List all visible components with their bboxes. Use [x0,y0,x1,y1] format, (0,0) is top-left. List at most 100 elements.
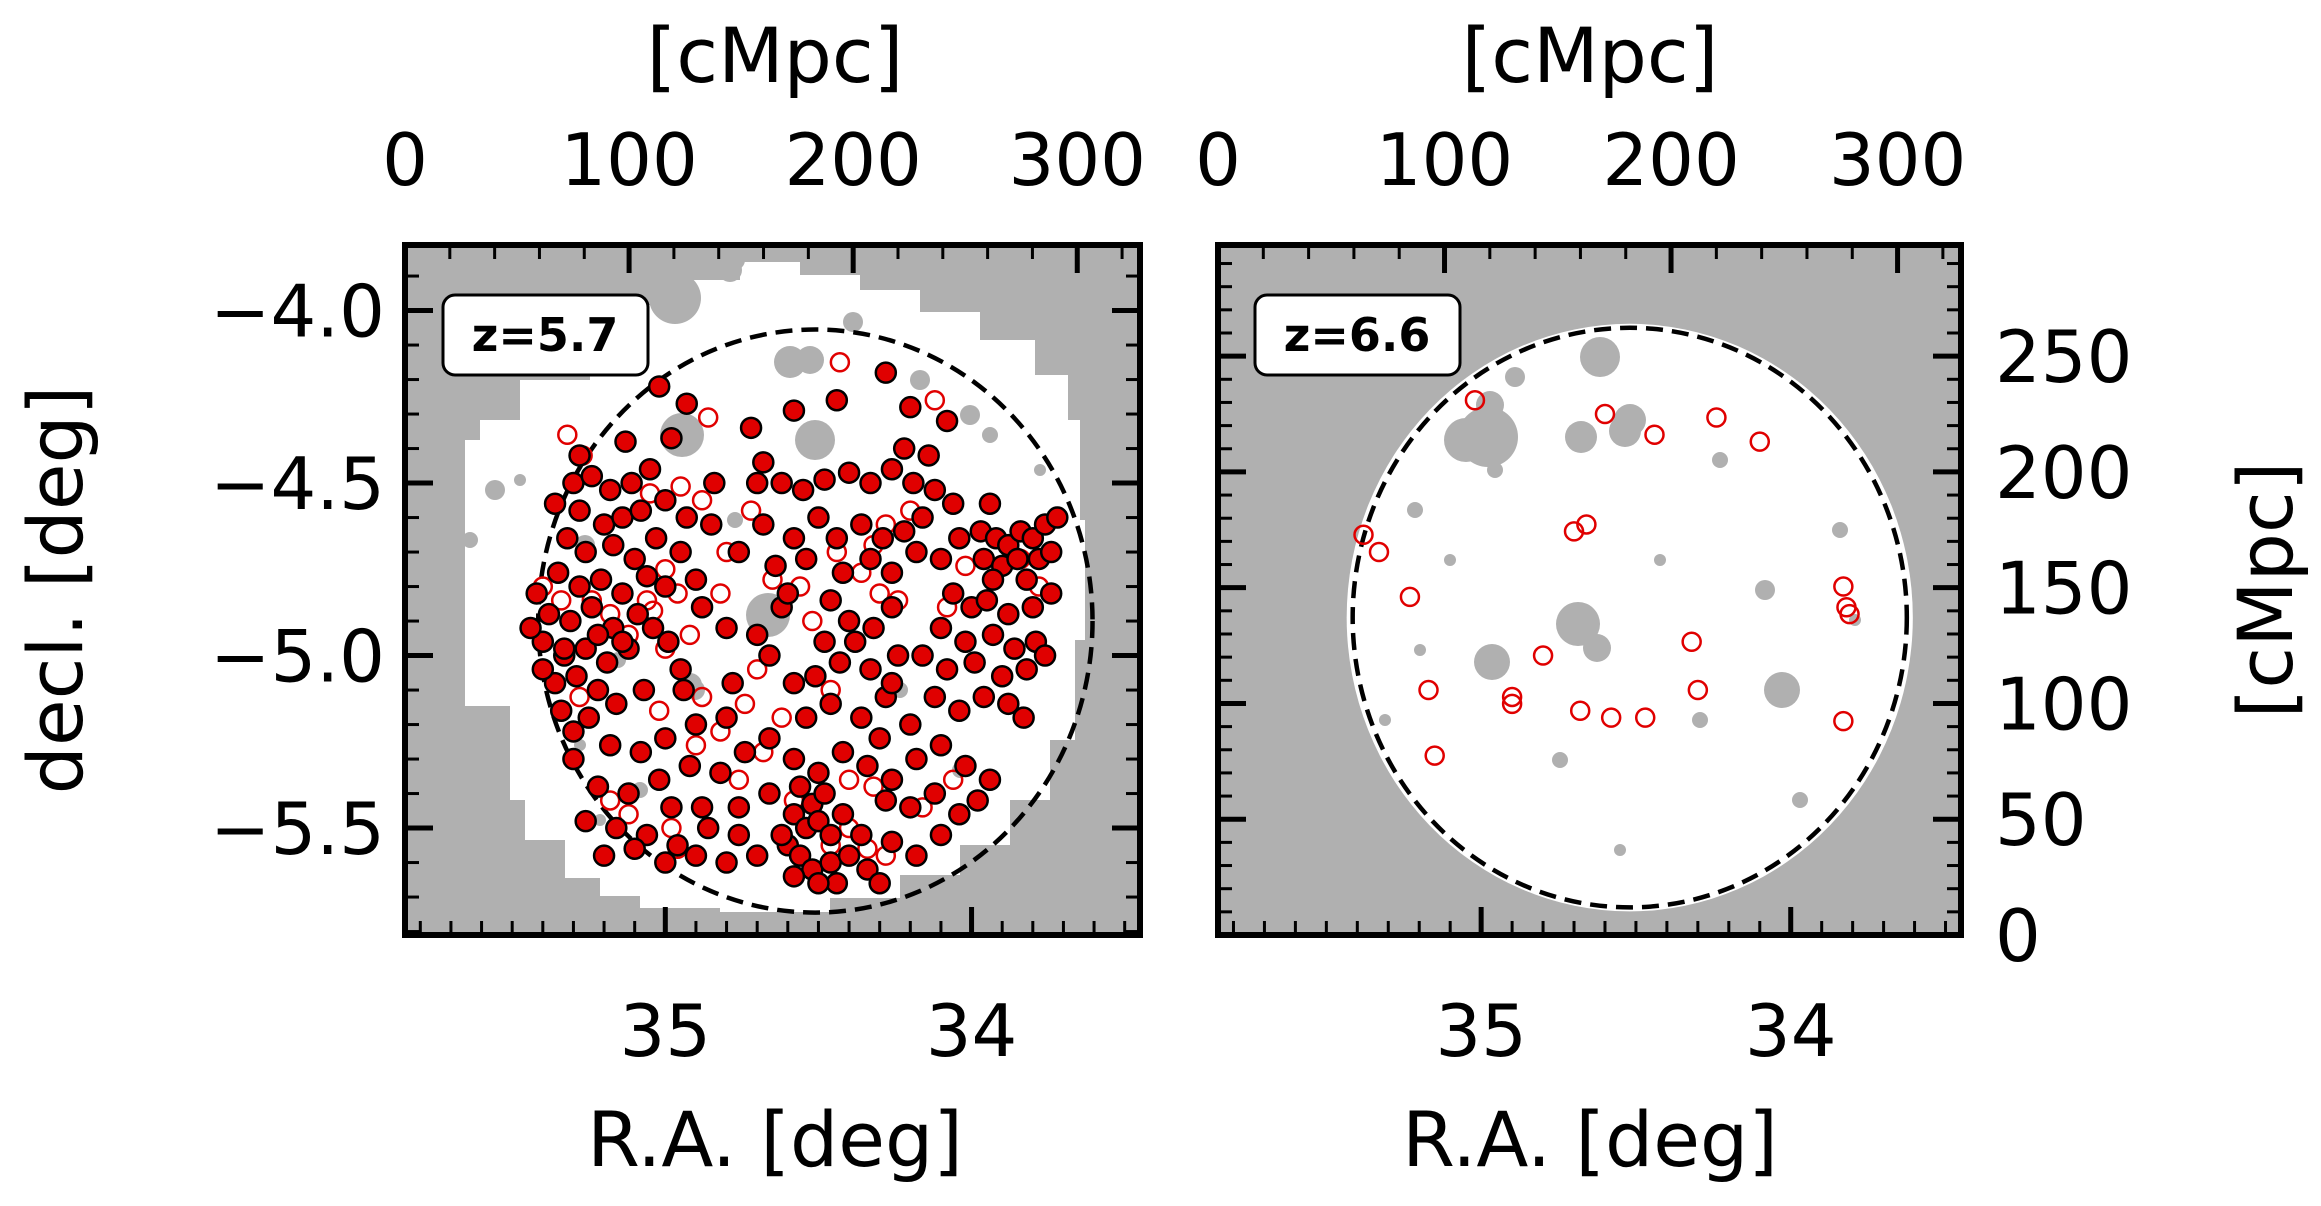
filled-marker [531,658,555,681]
filled-marker [611,506,634,529]
mask-hole [795,420,835,460]
filled-marker [752,513,775,536]
mask-hole [1712,452,1728,468]
filled-marker [923,478,947,502]
filled-marker [1033,644,1057,667]
filled-marker [617,782,640,805]
filled-marker [684,568,708,591]
right-redshift-badge [1253,293,1462,377]
filled-marker [696,816,720,840]
right-cmpc-top-tick-label: 0 [1195,118,1241,202]
right-cmpc-tick-label: 250 [1995,315,2132,399]
filled-marker [807,506,830,529]
filled-marker [611,582,634,605]
filled-marker [911,644,934,667]
filled-marker [660,426,683,450]
filled-marker [546,561,570,584]
filled-marker [568,444,591,467]
filled-marker [831,803,855,826]
filled-marker [577,706,600,729]
open-marker [829,352,851,373]
filled-marker [825,527,849,550]
filled-marker [684,844,708,867]
open-marker [557,424,578,445]
filled-marker [929,547,953,571]
filled-marker [586,623,610,647]
filled-marker [632,678,656,702]
filled-marker [880,561,904,584]
open-marker [1634,707,1656,728]
filled-marker [629,740,653,764]
filled-marker [672,678,695,702]
filled-marker [850,513,873,536]
filled-marker [568,499,591,522]
filled-marker [752,451,775,474]
filled-marker [859,658,882,681]
filled-marker [782,527,806,550]
right-cmpc-tick-label: 100 [1995,662,2132,746]
filled-marker [602,533,625,557]
filled-marker [611,630,634,653]
filled-marker [905,747,928,771]
filled-marker [690,596,714,619]
open-marker [691,686,713,708]
filled-marker [782,399,806,422]
filled-marker [819,589,842,612]
mask-hole [462,532,478,548]
filled-marker [941,582,965,605]
filled-marker [1021,527,1045,550]
filled-marker [874,361,898,384]
filled-marker [911,506,934,529]
mask-hole [725,250,745,270]
mask-hole [1692,712,1708,728]
right-y-axis-title: [cMpc] [2221,462,2310,719]
filled-marker [669,540,692,564]
filled-marker [929,823,953,847]
filled-marker [905,844,928,867]
filled-marker [813,782,836,805]
filled-marker [644,527,668,550]
filled-marker [886,644,910,667]
right-cmpc-top-tick-label: 100 [1376,118,1513,202]
mask-hole [1565,421,1597,453]
filled-marker [770,823,793,847]
filled-marker [660,796,683,819]
mask-hole [649,272,701,324]
open-marker [1706,407,1727,428]
filled-marker [892,520,916,543]
open-marker [697,407,719,428]
filled-marker [1046,506,1069,529]
open-marker [863,776,884,797]
filled-marker [788,844,812,867]
filled-marker [647,768,671,791]
open-marker [1681,631,1702,652]
filled-marker [703,471,726,495]
filled-marker [675,506,698,529]
open-marker [771,707,792,728]
filled-marker [598,478,622,502]
filled-marker [700,513,723,536]
mask-hole [514,474,526,486]
filled-marker [871,527,894,550]
filled-marker [880,830,904,854]
filled-marker [831,740,855,764]
filled-marker [782,803,806,826]
open-marker [648,700,670,721]
filled-marker [568,575,591,598]
right-cmpc-top-tick-label: 200 [1602,118,1739,202]
left-frame [402,242,1143,938]
left-top-axis-title: [cMpc] [647,11,904,100]
open-marker [1749,431,1771,452]
left-panel: z=5.7 [402,242,1143,938]
filled-marker [556,527,579,550]
left-dec-tick-label: −4.5 [210,442,385,526]
filled-marker [807,761,830,785]
open-marker [670,476,691,497]
mask-hole [1792,792,1808,808]
filled-marker [978,768,1002,791]
filled-marker [549,699,573,722]
right-cmpc-tick-label: 0 [1995,894,2041,978]
left-dec-tick-label: −5.5 [210,787,385,871]
mask-hole [1474,644,1510,680]
filled-marker [899,395,922,419]
